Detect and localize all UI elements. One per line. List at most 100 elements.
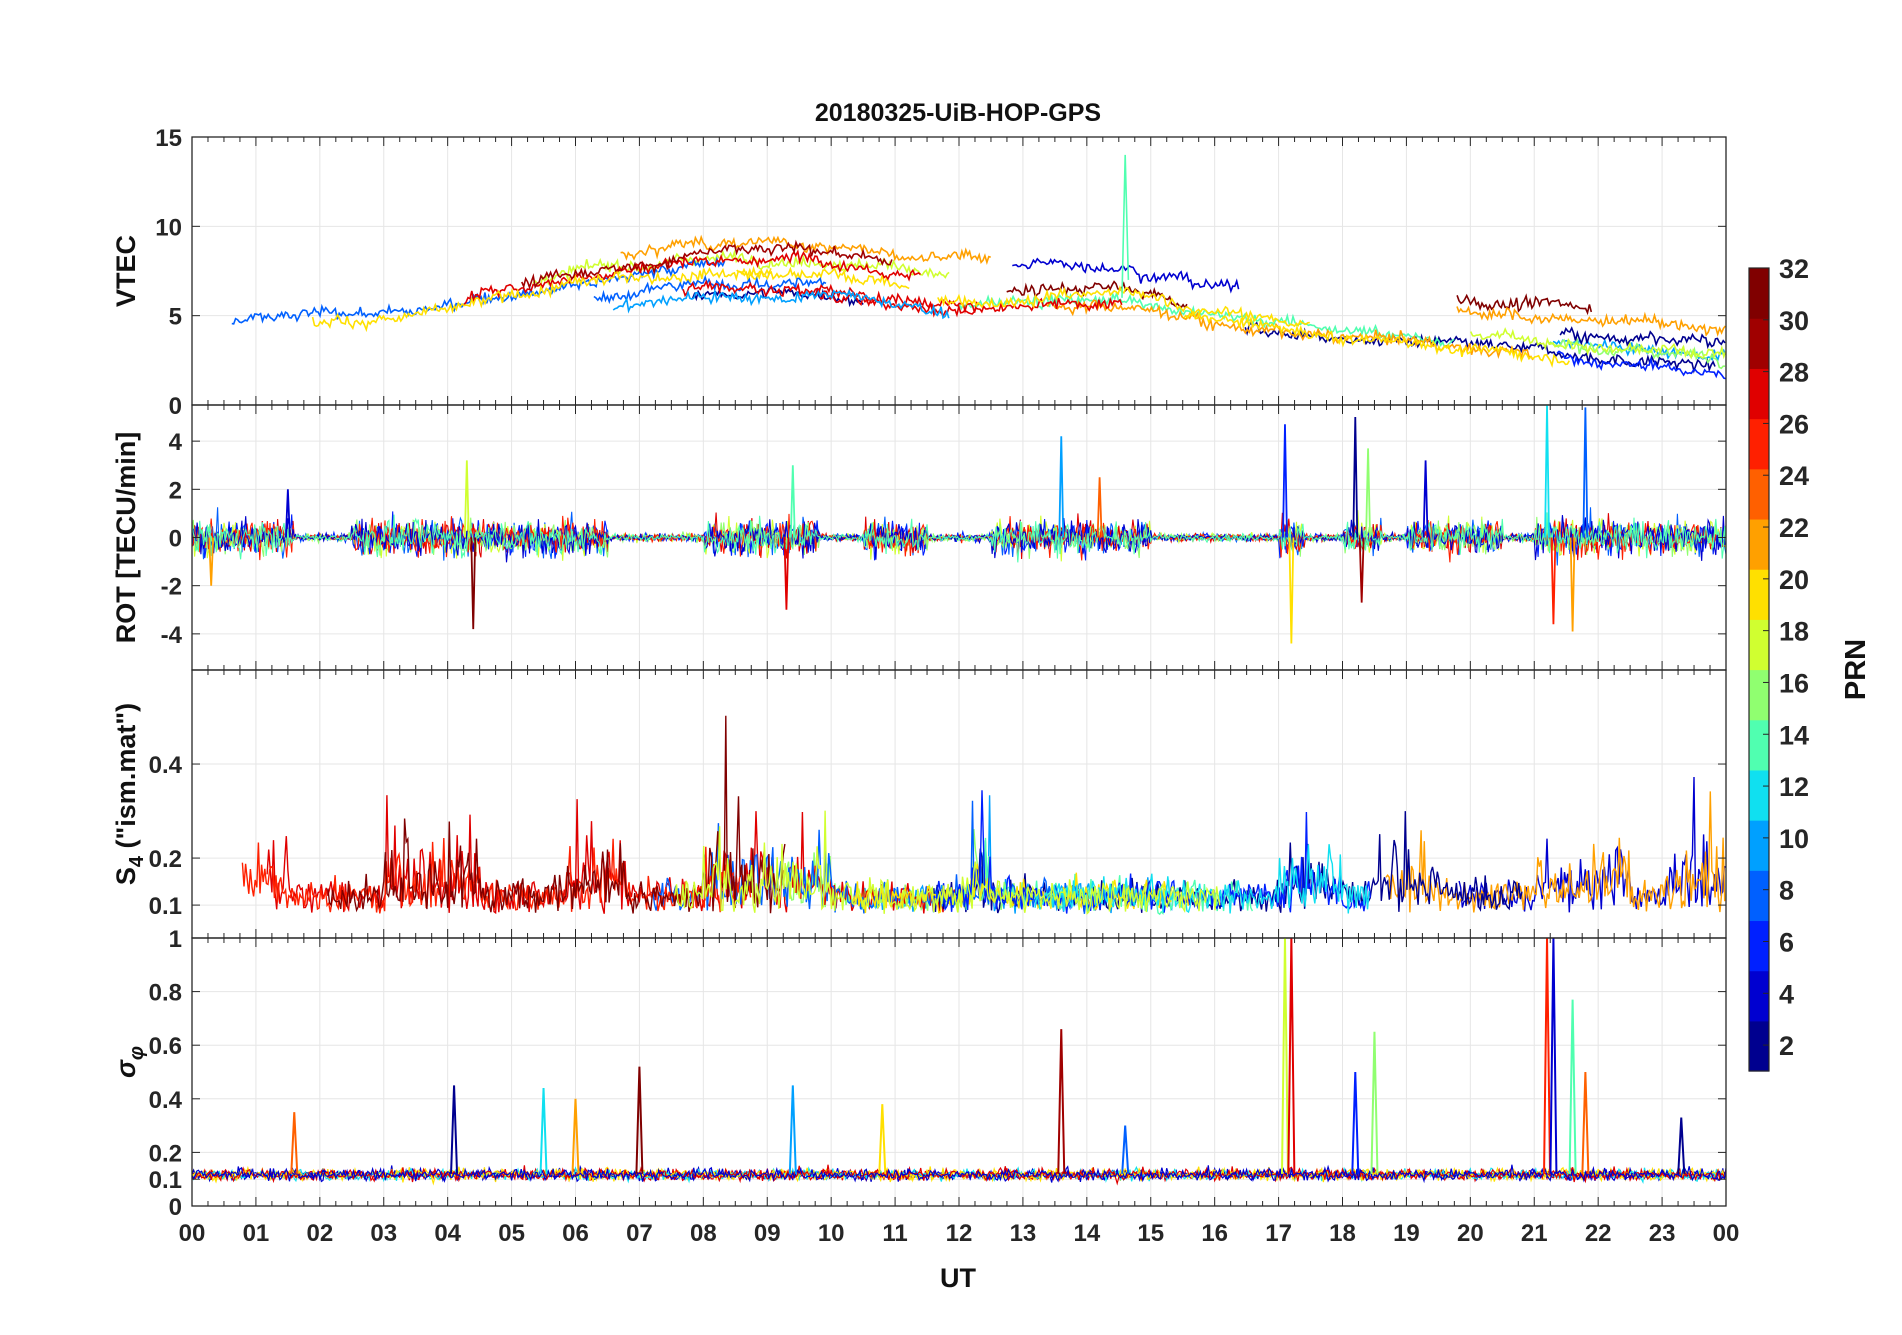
rot-spike bbox=[1582, 407, 1589, 538]
rot-spike bbox=[1288, 537, 1295, 644]
y-tick-label: 0.2 bbox=[149, 846, 182, 873]
vtec-trace bbox=[937, 285, 1310, 328]
colorbar-segment bbox=[1749, 870, 1769, 922]
y-axis-label-s4: S4 ("ism.mat") bbox=[111, 703, 148, 885]
colorbar-segment bbox=[1749, 268, 1769, 319]
y-tick-label: 5 bbox=[169, 304, 182, 331]
rot-trace bbox=[192, 512, 1726, 563]
sigma-spike bbox=[290, 1112, 299, 1174]
traces-vtec bbox=[231, 154, 1726, 380]
vtec-trace bbox=[1012, 257, 1240, 294]
colorbar-segment bbox=[1749, 669, 1769, 721]
x-tick-label: 17 bbox=[1265, 1220, 1292, 1247]
x-tick-label: 10 bbox=[818, 1220, 845, 1247]
ticks-sigma_phi bbox=[191, 937, 1727, 1207]
colorbar-tick-label: 24 bbox=[1779, 461, 1809, 491]
rot-spike bbox=[208, 537, 215, 586]
y-tick-label: 0 bbox=[169, 526, 182, 553]
colorbar-segment bbox=[1749, 719, 1769, 771]
rot-spike bbox=[1096, 477, 1103, 538]
colorbar-segment bbox=[1749, 418, 1769, 470]
y-tick-label: 0.1 bbox=[149, 893, 182, 920]
rot-spike bbox=[284, 489, 291, 538]
colorbar-tick-label: 26 bbox=[1779, 409, 1809, 439]
vtec-trace bbox=[682, 279, 979, 315]
panel-vtec: 0 5 10 15 VTEC bbox=[111, 125, 1727, 420]
x-tick-label: 23 bbox=[1649, 1220, 1676, 1247]
y-tick-label: 1 bbox=[169, 926, 182, 953]
x-tick-label: 06 bbox=[562, 1220, 589, 1247]
x-tick-label: 04 bbox=[434, 1220, 461, 1247]
chart-title: 20180325-UiB-HOP-GPS bbox=[815, 99, 1101, 127]
s4-trace bbox=[674, 810, 1221, 916]
y-axis-label-sub: φ bbox=[126, 1046, 148, 1060]
x-tick-label: 02 bbox=[306, 1220, 333, 1247]
x-tick-label: 01 bbox=[243, 1220, 270, 1247]
x-tick-label: 18 bbox=[1329, 1220, 1356, 1247]
x-tick-label: 19 bbox=[1393, 1220, 1420, 1247]
rot-spike bbox=[1058, 436, 1065, 538]
rot-spike bbox=[470, 537, 477, 630]
y-axis-label-rot: ROT [TECU/min] bbox=[111, 432, 141, 643]
colorbar-segment bbox=[1749, 970, 1769, 1022]
colorbar-label: PRN bbox=[1840, 639, 1872, 700]
sigma-spike bbox=[1568, 999, 1577, 1174]
y-tick-label: -4 bbox=[161, 622, 183, 649]
traces-sigma_phi bbox=[192, 938, 1726, 1186]
traces-s4 bbox=[241, 715, 1726, 916]
sigma-spike bbox=[1351, 1071, 1360, 1174]
y-axis-label-main: σ bbox=[111, 1059, 141, 1078]
y-tick-label: 10 bbox=[155, 214, 182, 241]
vtec-trace bbox=[1556, 350, 1726, 380]
colorbar-tick-label: 28 bbox=[1779, 358, 1809, 388]
x-tick-label: 22 bbox=[1585, 1220, 1612, 1247]
colorbar-tick-label: 16 bbox=[1779, 668, 1809, 698]
colorbar-tick-label: 2 bbox=[1779, 1031, 1794, 1061]
colorbar-frame bbox=[1748, 267, 1770, 1072]
colorbar-segment bbox=[1749, 518, 1769, 570]
rot-spike bbox=[789, 465, 796, 538]
vtec-trace bbox=[521, 239, 893, 290]
colorbar-segment bbox=[1749, 368, 1769, 420]
s4-trace bbox=[327, 715, 786, 914]
x-tick-label: 13 bbox=[1010, 1220, 1037, 1247]
vtec-trace bbox=[1469, 327, 1726, 360]
colorbar-tick-label: 4 bbox=[1779, 979, 1794, 1009]
colorbar-segment bbox=[1749, 769, 1769, 821]
y-tick-label: -2 bbox=[161, 574, 182, 601]
rot-spike bbox=[463, 460, 470, 538]
x-tick-label: 00 bbox=[1713, 1220, 1740, 1247]
vtec-trace bbox=[1456, 305, 1726, 338]
sigma-spike bbox=[1581, 1071, 1590, 1174]
sigma-spike bbox=[635, 1066, 644, 1174]
x-tick-label: 07 bbox=[626, 1220, 653, 1247]
x-tick-label: 09 bbox=[754, 1220, 781, 1247]
x-tick-label: 12 bbox=[946, 1220, 973, 1247]
x-tick-labels: 00 01 02 03 04 05 06 07 08 09 10 11 12 13 14 15 16 17 18 19… bbox=[179, 1220, 1740, 1247]
colorbar-tick-label: 14 bbox=[1779, 720, 1809, 750]
y-tick-label: 0 bbox=[169, 1194, 182, 1221]
colorbar-segment bbox=[1749, 920, 1769, 972]
vtec-trace bbox=[1183, 310, 1570, 368]
rot-spike bbox=[1569, 537, 1576, 632]
x-axis-label: UT bbox=[940, 1263, 976, 1293]
y-tick-label: 0.6 bbox=[149, 1033, 182, 1060]
ticks-s4 bbox=[191, 670, 1727, 938]
y-axis-label-rest: ("ism.mat") bbox=[111, 703, 141, 856]
y-tick-label: 2 bbox=[169, 477, 182, 504]
vtec-trace bbox=[620, 234, 991, 265]
ticks-rot bbox=[191, 405, 1727, 670]
colorbar-segment bbox=[1749, 318, 1769, 369]
rot-spike bbox=[1352, 417, 1359, 538]
panel-rot: -4 -2 0 2 4 ROT [TECU/min] bbox=[111, 404, 1727, 671]
y-tick-label: 4 bbox=[169, 429, 183, 456]
colorbar-tick-label: 12 bbox=[1779, 772, 1809, 802]
sigma-trace bbox=[192, 1165, 1726, 1186]
x-tick-label: 14 bbox=[1073, 1220, 1100, 1247]
sigma-spike bbox=[1121, 1125, 1130, 1174]
vtec-trace bbox=[463, 249, 922, 306]
colorbar-tick-label: 18 bbox=[1779, 617, 1809, 647]
y-tick-label: 15 bbox=[155, 125, 182, 152]
colorbar-segment bbox=[1749, 569, 1769, 620]
